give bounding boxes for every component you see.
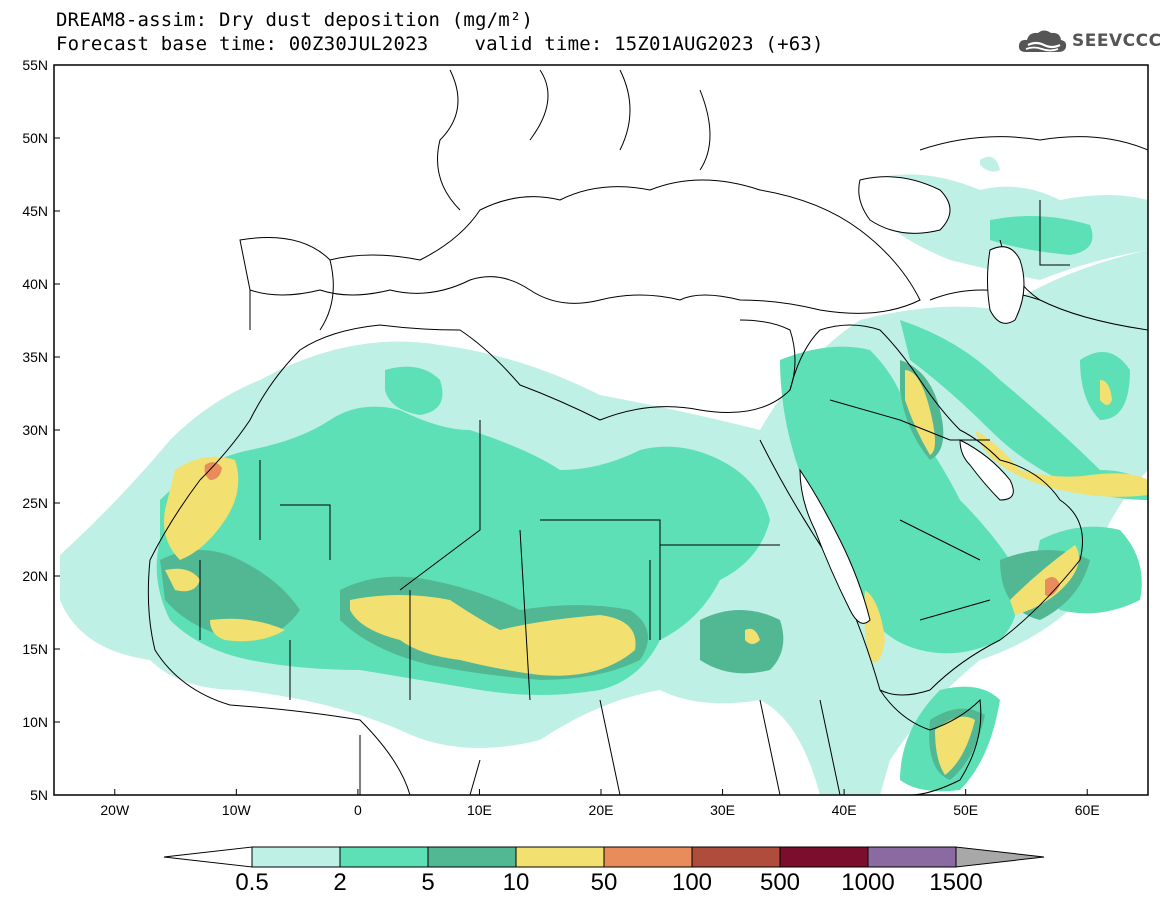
seevccc-logo: SEEVCCC	[1016, 24, 1162, 58]
colorbar-label: 100	[672, 869, 712, 896]
lat-tick-label: 45N	[22, 203, 48, 219]
colorbar-box	[515, 846, 605, 868]
lon-tick-label: 40E	[832, 802, 857, 818]
colorbar-label: 50	[591, 869, 618, 896]
colorbar-label: 500	[760, 869, 800, 896]
lon-tick-label: 60E	[1075, 802, 1100, 818]
lon-tick-label: 30E	[710, 802, 735, 818]
lat-tick-label: 25N	[22, 495, 48, 511]
colorbar-box	[691, 846, 781, 868]
colorbar-label: 1500	[929, 869, 982, 896]
valid-time: valid time: 15Z01AUG2023 (+63)	[474, 33, 824, 55]
colorbar-label: 10	[503, 869, 530, 896]
colorbar-over-arrow	[955, 846, 1045, 868]
lat-tick-label: 30N	[22, 422, 48, 438]
lat-tick-label: 55N	[22, 57, 48, 73]
dust-contours	[60, 69, 1148, 795]
logo-text: SEEVCCC	[1072, 31, 1162, 51]
colorbar-label: 0.5	[235, 869, 268, 896]
colorbar-box	[339, 846, 429, 868]
lat-tick-label: 15N	[22, 641, 48, 657]
map-title: DREAM8-assim: Dry dust deposition (mg/m²…	[56, 9, 534, 31]
forecast-times: Forecast base time: 00Z30JUL2023 valid ti…	[56, 33, 824, 55]
lon-tick-label: 10E	[467, 802, 492, 818]
colorbar-box	[603, 846, 693, 868]
colorbar-under-arrow	[163, 846, 253, 868]
colorbar-label: 1000	[841, 869, 894, 896]
colorbar-box	[867, 846, 957, 868]
lon-tick-label: 50E	[953, 802, 978, 818]
colorbar-label: 2	[333, 869, 346, 896]
lat-tick-label: 10N	[22, 714, 48, 730]
colorbar-box	[427, 846, 517, 868]
lon-tick-label: 20W	[100, 802, 130, 818]
lon-tick-label: 10W	[222, 802, 252, 818]
lat-tick-label: 50N	[22, 130, 48, 146]
lat-tick-label: 40N	[22, 276, 48, 292]
lon-tick-label: 20E	[589, 802, 614, 818]
base-time: Forecast base time: 00Z30JUL2023	[56, 33, 429, 55]
colorbar-label: 5	[421, 869, 434, 896]
lat-tick-label: 20N	[22, 568, 48, 584]
colorbar-box	[251, 846, 341, 868]
lon-tick-label: 0	[354, 802, 362, 818]
lat-tick-label: 35N	[22, 349, 48, 365]
lat-tick-label: 5N	[30, 787, 48, 803]
cloud-logo-icon	[1018, 30, 1067, 52]
colorbar-box	[779, 846, 869, 868]
